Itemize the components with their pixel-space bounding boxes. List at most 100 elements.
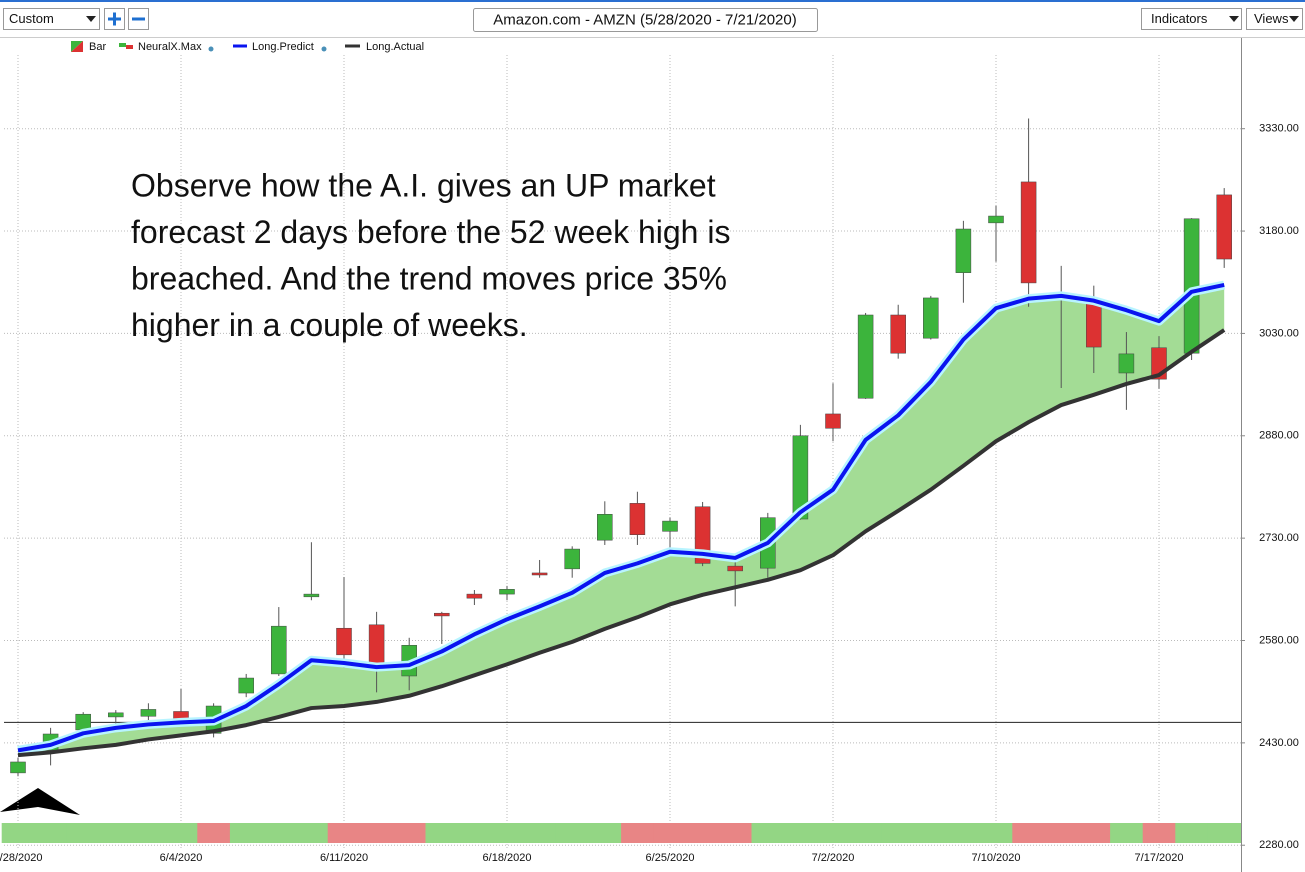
x-tick-label: 7/17/2020 (1135, 852, 1184, 864)
annotation: Observe how the A.I. gives an UP market (131, 167, 716, 203)
legend-label: NeuralX.Max (138, 41, 202, 53)
arrow-marker (0, 788, 80, 815)
legend: Bar NeuralX.Max Long.Predict Long.Actual (71, 41, 424, 53)
candle-body (75, 713, 91, 731)
y-tick-label: 3330.00 (1259, 123, 1299, 135)
y-tick-label: 2580.00 (1259, 634, 1299, 646)
dropdown-arrow (1229, 16, 1239, 22)
candle-body (140, 709, 157, 717)
y-tick-label: 2730.00 (1259, 532, 1299, 544)
signal-cell (1110, 823, 1144, 843)
signal-cell (1012, 823, 1046, 843)
legend-label: Long.Actual (366, 41, 424, 53)
candle-body (825, 413, 841, 429)
signal-cell (164, 823, 198, 843)
layout-select[interactable] (3, 8, 100, 30)
signal-cell (490, 823, 524, 843)
title-box (473, 8, 818, 32)
legend-label: Long.Predict (252, 41, 314, 53)
legend-icon (71, 41, 83, 52)
y-tick-label: 2880.00 (1259, 430, 1299, 442)
views-button[interactable] (1246, 8, 1303, 30)
x-tick-label: 6/11/2020 (320, 852, 368, 864)
candle-body (368, 624, 385, 665)
signal-cell (653, 823, 687, 843)
y-tick-label: 3030.00 (1259, 327, 1299, 339)
x-tick-label: 6/18/2020 (483, 852, 532, 864)
signal-cell (360, 823, 394, 843)
dropdown-arrow (1289, 16, 1299, 22)
signal-cell (523, 823, 557, 843)
signal-cell (327, 823, 361, 843)
candle-body (434, 612, 450, 617)
signal-cell (1044, 823, 1078, 843)
candle-body (662, 520, 678, 532)
y-tick-label: 2280.00 (1259, 839, 1299, 851)
signal-cell (881, 823, 915, 843)
signal-cell (392, 823, 426, 843)
candle-body (597, 514, 613, 541)
candle-body (1216, 194, 1232, 260)
line (17, 283, 1225, 753)
line (17, 328, 1226, 758)
candle-body (10, 761, 26, 774)
signal-cell (784, 823, 818, 843)
candle-body (1086, 299, 1102, 348)
signal-cell (425, 823, 459, 843)
legend-dot (208, 46, 214, 52)
signal-cell (66, 823, 100, 843)
annotation: breached. And the trend moves price 35% (131, 260, 727, 296)
candle-body (857, 314, 874, 399)
candle-body (923, 297, 939, 339)
signal-cell (1175, 823, 1209, 843)
signal-cell (262, 823, 296, 843)
candle-body (727, 565, 743, 572)
indicators-label: Indicators (1151, 11, 1208, 26)
candle-body (531, 572, 548, 576)
candle-body (1020, 181, 1037, 284)
legend-icon (119, 43, 126, 47)
signal-cell (458, 823, 492, 843)
legend-dot (321, 46, 327, 52)
signal-cell (686, 823, 720, 843)
top-border (0, 0, 1305, 2)
signal-cell (979, 823, 1013, 843)
annotation: higher in a couple of weeks. (131, 307, 528, 343)
signal-cell (99, 823, 133, 843)
candle-body (108, 712, 124, 718)
candle-body (499, 589, 515, 595)
signal-cell (132, 823, 166, 843)
candle-body (303, 593, 320, 598)
chart-title: Amazon.com - AMZN (5/28/2020 - 7/21/2020… (493, 11, 796, 28)
layout-select-label: Custom (9, 11, 54, 26)
candle-body (629, 503, 646, 535)
signal-cell (947, 823, 981, 843)
signal-cell (1, 823, 35, 843)
dropdown-arrow (86, 16, 96, 22)
candle-body (466, 593, 483, 599)
candle-body (955, 228, 972, 273)
candle-body (792, 435, 809, 520)
signal-cell (1207, 823, 1241, 843)
plot-area: Observe how the A.I. gives an UP market f… (1, 55, 1241, 850)
x-tick-label: 5/28/2020 (0, 852, 42, 864)
band-fill (18, 284, 1225, 756)
signal-cell (295, 823, 329, 843)
x-tick-label: 6/4/2020 (160, 852, 203, 864)
signal-cell (229, 823, 263, 843)
signal-cell (718, 823, 752, 843)
indicators-button[interactable] (1141, 8, 1242, 30)
signal-cell (914, 823, 948, 843)
signal-cell (621, 823, 655, 843)
views-label: Views (1254, 11, 1289, 26)
signal-cell (849, 823, 883, 843)
signal-cell (588, 823, 622, 843)
candle-body (1118, 353, 1135, 374)
candle-body (890, 314, 906, 354)
candle-body (1183, 218, 1200, 354)
x-tick-label: 6/25/2020 (646, 852, 695, 864)
plus-icon (108, 12, 121, 26)
signal-cell (34, 823, 68, 843)
signal-cell (1142, 823, 1176, 843)
